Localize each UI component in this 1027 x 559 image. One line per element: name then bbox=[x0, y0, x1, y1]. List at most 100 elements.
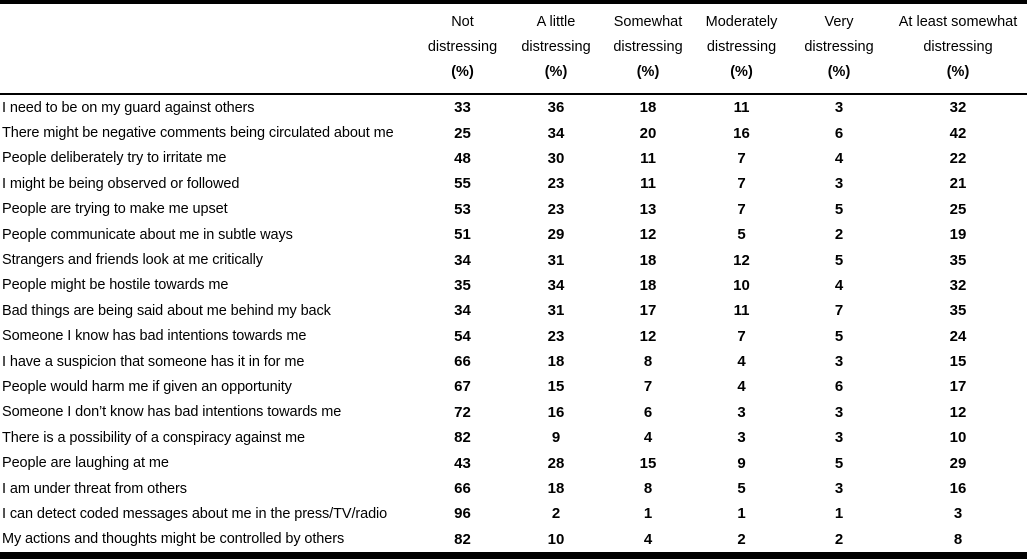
row-label: People deliberately try to irritate me bbox=[2, 150, 227, 167]
value-cell: 20 bbox=[639, 124, 657, 142]
column-header-line: Not bbox=[451, 14, 474, 30]
table-row: I might be being observed or followed 55 2… bbox=[0, 171, 1027, 196]
table-row: My actions and thoughts might be control… bbox=[0, 527, 1027, 556]
table-row: People deliberately try to irritate me 48… bbox=[0, 146, 1027, 171]
value-cell: 23 bbox=[547, 200, 565, 218]
value-cell: 4 bbox=[737, 353, 746, 371]
value-cell: 5 bbox=[834, 454, 844, 472]
value-cell: 17 bbox=[639, 302, 657, 320]
column-header-line: (%) bbox=[544, 64, 568, 80]
row-label: I am under threat from others bbox=[2, 480, 187, 497]
value-cell: 54 bbox=[454, 327, 471, 345]
table-row: People communicate about me in subtle wa… bbox=[0, 222, 1027, 247]
value-cell: 18 bbox=[639, 251, 657, 269]
value-cell: 3 bbox=[953, 505, 963, 523]
value-cell: 31 bbox=[547, 302, 565, 320]
column-header-line: Somewhat bbox=[613, 14, 683, 30]
value-cell: 82 bbox=[454, 429, 471, 447]
value-cell: 67 bbox=[454, 378, 471, 396]
column-header-line: (%) bbox=[827, 64, 851, 80]
row-label: People are trying to make me upset bbox=[2, 201, 228, 218]
value-cell: 11 bbox=[733, 99, 750, 117]
row-label: There might be negative comments being c… bbox=[2, 125, 394, 142]
table-row: I can detect coded messages about me in … bbox=[0, 501, 1027, 526]
value-cell: 3 bbox=[834, 429, 844, 447]
value-cell: 36 bbox=[547, 99, 565, 117]
value-cell: 9 bbox=[551, 429, 561, 447]
value-cell: 72 bbox=[454, 403, 471, 421]
column-header-line: distressing bbox=[521, 39, 591, 55]
value-cell: 29 bbox=[547, 226, 565, 244]
value-cell: 82 bbox=[454, 530, 471, 548]
column-header: Somewhat distressing (%) bbox=[602, 2, 694, 95]
column-header-line: distressing bbox=[706, 39, 777, 55]
column-header: Very distressing (%) bbox=[789, 2, 889, 95]
value-cell: 23 bbox=[547, 175, 565, 193]
column-header-line: At least somewhat bbox=[898, 14, 1018, 30]
row-label: Someone I know has bad intentions toward… bbox=[2, 328, 307, 345]
value-cell: 53 bbox=[454, 200, 471, 218]
value-cell: 4 bbox=[834, 149, 844, 167]
value-cell: 35 bbox=[949, 251, 967, 269]
value-cell: 3 bbox=[737, 403, 746, 421]
table-row: Strangers and friends look at me critica… bbox=[0, 247, 1027, 272]
value-cell: 2 bbox=[834, 226, 844, 244]
value-cell: 55 bbox=[454, 175, 471, 193]
value-cell: 15 bbox=[547, 378, 565, 396]
value-cell: 7 bbox=[737, 200, 746, 218]
value-cell: 18 bbox=[639, 276, 657, 294]
value-cell: 23 bbox=[547, 327, 565, 345]
value-cell: 15 bbox=[949, 353, 967, 371]
value-cell: 30 bbox=[547, 149, 565, 167]
row-label-column-header bbox=[0, 2, 415, 95]
value-cell: 12 bbox=[639, 327, 657, 345]
header-row: Not distressing (%) A little distressing (%) S… bbox=[0, 2, 1027, 95]
value-cell: 25 bbox=[949, 200, 967, 218]
column-header: At least somewhat distressing (%) bbox=[889, 2, 1027, 95]
table-header: Not distressing (%) A little distressing (%) S… bbox=[0, 2, 1027, 95]
value-cell: 5 bbox=[737, 226, 746, 244]
value-cell: 28 bbox=[547, 454, 565, 472]
value-cell: 29 bbox=[949, 454, 967, 472]
value-cell: 18 bbox=[547, 480, 565, 498]
value-cell: 96 bbox=[454, 505, 471, 523]
value-cell: 15 bbox=[639, 454, 657, 472]
column-header-line: distressing bbox=[427, 39, 498, 55]
row-label: People would harm me if given an opportu… bbox=[2, 378, 292, 395]
value-cell: 34 bbox=[454, 302, 471, 320]
value-cell: 35 bbox=[949, 302, 967, 320]
row-label: People might be hostile towards me bbox=[2, 277, 229, 294]
value-cell: 7 bbox=[737, 175, 746, 193]
value-cell: 3 bbox=[834, 175, 844, 193]
column-header-line: (%) bbox=[730, 64, 753, 80]
value-cell: 3 bbox=[834, 353, 844, 371]
value-cell: 10 bbox=[547, 530, 565, 548]
row-label: I need to be on my guard against others bbox=[2, 99, 255, 116]
value-cell: 12 bbox=[733, 251, 750, 269]
column-header-line: Very bbox=[824, 14, 854, 30]
value-cell: 4 bbox=[643, 429, 653, 447]
value-cell: 66 bbox=[454, 480, 471, 498]
value-cell: 10 bbox=[733, 276, 750, 294]
table-row: I am under threat from others 66 18 8 5 3 16 bbox=[0, 476, 1027, 501]
row-label: People are laughing at me bbox=[2, 455, 169, 472]
value-cell: 5 bbox=[834, 251, 844, 269]
value-cell: 7 bbox=[737, 149, 746, 167]
table-row: I have a suspicion that someone has it i… bbox=[0, 349, 1027, 374]
table-row: People might be hostile towards me 35 34 18… bbox=[0, 273, 1027, 298]
value-cell: 42 bbox=[949, 124, 967, 142]
value-cell: 5 bbox=[737, 480, 746, 498]
value-cell: 5 bbox=[834, 200, 844, 218]
value-cell: 1 bbox=[834, 505, 844, 523]
row-label: Strangers and friends look at me critica… bbox=[2, 252, 263, 269]
value-cell: 13 bbox=[639, 200, 657, 218]
value-cell: 19 bbox=[949, 226, 967, 244]
value-cell: 8 bbox=[953, 530, 963, 548]
value-cell: 11 bbox=[640, 175, 656, 193]
value-cell: 16 bbox=[547, 403, 565, 421]
value-cell: 24 bbox=[949, 327, 967, 345]
value-cell: 51 bbox=[454, 226, 471, 244]
table-row: People would harm me if given an opportu… bbox=[0, 374, 1027, 399]
table-row: I need to be on my guard against others 3… bbox=[0, 94, 1027, 120]
